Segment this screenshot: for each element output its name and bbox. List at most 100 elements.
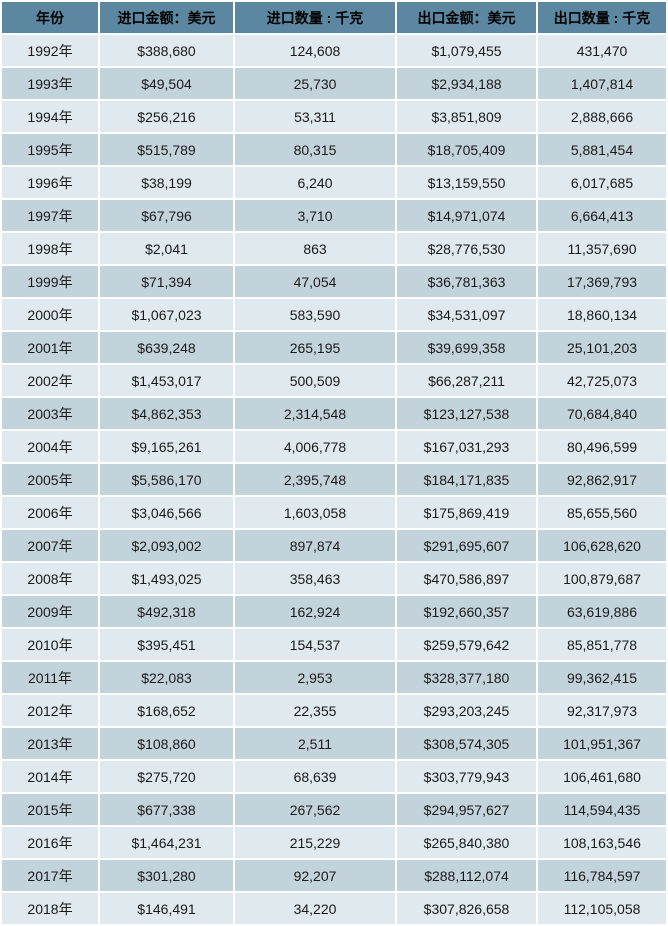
- import-amount-cell: $67,796: [100, 200, 233, 231]
- year-cell: 2003年: [2, 398, 98, 429]
- import-amount-cell: $515,789: [100, 134, 233, 165]
- year-cell: 2016年: [2, 827, 98, 858]
- export-quantity-cell: 108,163,546: [538, 827, 666, 858]
- table-row: 2015年 $677,338 267,562 $294,957,627 114,594,…: [2, 794, 666, 825]
- year-cell: 2007年: [2, 530, 98, 561]
- year-cell: 2015年: [2, 794, 98, 825]
- year-cell: 1993年: [2, 68, 98, 99]
- table-row: 2004年 $9,165,261 4,006,778 $167,031,293 80,4…: [2, 431, 666, 462]
- export-quantity-cell: 11,357,690: [538, 233, 666, 264]
- import-amount-cell: $5,586,170: [100, 464, 233, 495]
- import-amount-cell: $2,093,002: [100, 530, 233, 561]
- year-cell: 1994年: [2, 101, 98, 132]
- import-quantity-cell: 2,953: [235, 662, 395, 693]
- year-cell: 1998年: [2, 233, 98, 264]
- import-quantity-cell: 47,054: [235, 266, 395, 297]
- import-amount-cell: $256,216: [100, 101, 233, 132]
- year-cell: 1995年: [2, 134, 98, 165]
- export-amount-cell: $293,203,245: [397, 695, 536, 726]
- export-quantity-cell: 42,725,073: [538, 365, 666, 396]
- table-body: 1992年 $388,680 124,608 $1,079,455 431,470 199…: [2, 35, 666, 924]
- table-row: 2002年 $1,453,017 500,509 $66,287,211 42,725,…: [2, 365, 666, 396]
- export-quantity-cell: 17,369,793: [538, 266, 666, 297]
- export-quantity-cell: 2,888,666: [538, 101, 666, 132]
- export-amount-cell: $265,840,380: [397, 827, 536, 858]
- import-quantity-cell: 267,562: [235, 794, 395, 825]
- export-amount-cell: $39,699,358: [397, 332, 536, 363]
- export-quantity-cell: 114,594,435: [538, 794, 666, 825]
- export-quantity-cell: 116,784,597: [538, 860, 666, 891]
- year-cell: 1996年: [2, 167, 98, 198]
- export-quantity-cell: 1,407,814: [538, 68, 666, 99]
- import-amount-cell: $275,720: [100, 761, 233, 792]
- table-row: 1994年 $256,216 53,311 $3,851,809 2,888,666: [2, 101, 666, 132]
- export-quantity-cell: 6,664,413: [538, 200, 666, 231]
- export-amount-cell: $2,934,188: [397, 68, 536, 99]
- import-quantity-cell: 500,509: [235, 365, 395, 396]
- year-cell: 2011年: [2, 662, 98, 693]
- import-amount-cell: $1,453,017: [100, 365, 233, 396]
- year-cell: 2002年: [2, 365, 98, 396]
- year-cell: 2010年: [2, 629, 98, 660]
- import-quantity-cell: 3,710: [235, 200, 395, 231]
- export-amount-cell: $167,031,293: [397, 431, 536, 462]
- col-header-import-quantity: 进口数量 : 千克: [235, 2, 395, 33]
- year-cell: 2013年: [2, 728, 98, 759]
- import-quantity-cell: 2,314,548: [235, 398, 395, 429]
- export-quantity-cell: 101,951,367: [538, 728, 666, 759]
- year-cell: 2017年: [2, 860, 98, 891]
- year-cell: 2004年: [2, 431, 98, 462]
- table-row: 2010年 $395,451 154,537 $259,579,642 85,851,7…: [2, 629, 666, 660]
- import-amount-cell: $3,046,566: [100, 497, 233, 528]
- export-quantity-cell: 92,862,917: [538, 464, 666, 495]
- import-quantity-cell: 215,229: [235, 827, 395, 858]
- export-quantity-cell: 5,881,454: [538, 134, 666, 165]
- table-row: 2018年 $146,491 34,220 $307,826,658 112,105,0…: [2, 893, 666, 924]
- table-row: 2013年 $108,860 2,511 $308,574,305 101,951,36…: [2, 728, 666, 759]
- col-header-export-amount: 出口金额：美元: [397, 2, 536, 33]
- import-amount-cell: $108,860: [100, 728, 233, 759]
- import-quantity-cell: 2,395,748: [235, 464, 395, 495]
- table-row: 2012年 $168,652 22,355 $293,203,245 92,317,97…: [2, 695, 666, 726]
- export-amount-cell: $308,574,305: [397, 728, 536, 759]
- import-amount-cell: $49,504: [100, 68, 233, 99]
- import-amount-cell: $22,083: [100, 662, 233, 693]
- import-amount-cell: $71,394: [100, 266, 233, 297]
- table-row: 2005年 $5,586,170 2,395,748 $184,171,835 92,8…: [2, 464, 666, 495]
- import-amount-cell: $4,862,353: [100, 398, 233, 429]
- year-cell: 2005年: [2, 464, 98, 495]
- table-row: 2009年 $492,318 162,924 $192,660,357 63,619,8…: [2, 596, 666, 627]
- col-header-import-amount: 进口金额：美元: [100, 2, 233, 33]
- import-quantity-cell: 583,590: [235, 299, 395, 330]
- header-row: 年份 进口金额：美元 进口数量 : 千克 出口金额：美元 出口数量 : 千克: [2, 2, 666, 33]
- table-row: 2007年 $2,093,002 897,874 $291,695,607 106,62…: [2, 530, 666, 561]
- table-row: 2014年 $275,720 68,639 $303,779,943 106,461,6…: [2, 761, 666, 792]
- export-quantity-cell: 431,470: [538, 35, 666, 66]
- export-quantity-cell: 63,619,886: [538, 596, 666, 627]
- import-quantity-cell: 92,207: [235, 860, 395, 891]
- import-amount-cell: $2,041: [100, 233, 233, 264]
- table-row: 1993年 $49,504 25,730 $2,934,188 1,407,814: [2, 68, 666, 99]
- export-quantity-cell: 100,879,687: [538, 563, 666, 594]
- import-amount-cell: $168,652: [100, 695, 233, 726]
- export-quantity-cell: 18,860,134: [538, 299, 666, 330]
- import-amount-cell: $146,491: [100, 893, 233, 924]
- import-amount-cell: $38,199: [100, 167, 233, 198]
- import-quantity-cell: 53,311: [235, 101, 395, 132]
- year-cell: 2012年: [2, 695, 98, 726]
- table-row: 2016年 $1,464,231 215,229 $265,840,380 108,16…: [2, 827, 666, 858]
- table-row: 1995年 $515,789 80,315 $18,705,409 5,881,454: [2, 134, 666, 165]
- year-cell: 2009年: [2, 596, 98, 627]
- table-row: 2001年 $639,248 265,195 $39,699,358 25,101,20…: [2, 332, 666, 363]
- export-amount-cell: $259,579,642: [397, 629, 536, 660]
- export-amount-cell: $288,112,074: [397, 860, 536, 891]
- import-amount-cell: $395,451: [100, 629, 233, 660]
- table-row: 1992年 $388,680 124,608 $1,079,455 431,470: [2, 35, 666, 66]
- import-quantity-cell: 68,639: [235, 761, 395, 792]
- export-amount-cell: $36,781,363: [397, 266, 536, 297]
- export-amount-cell: $123,127,538: [397, 398, 536, 429]
- year-cell: 2006年: [2, 497, 98, 528]
- table-row: 2011年 $22,083 2,953 $328,377,180 99,362,415: [2, 662, 666, 693]
- import-amount-cell: $639,248: [100, 332, 233, 363]
- table-row: 1997年 $67,796 3,710 $14,971,074 6,664,413: [2, 200, 666, 231]
